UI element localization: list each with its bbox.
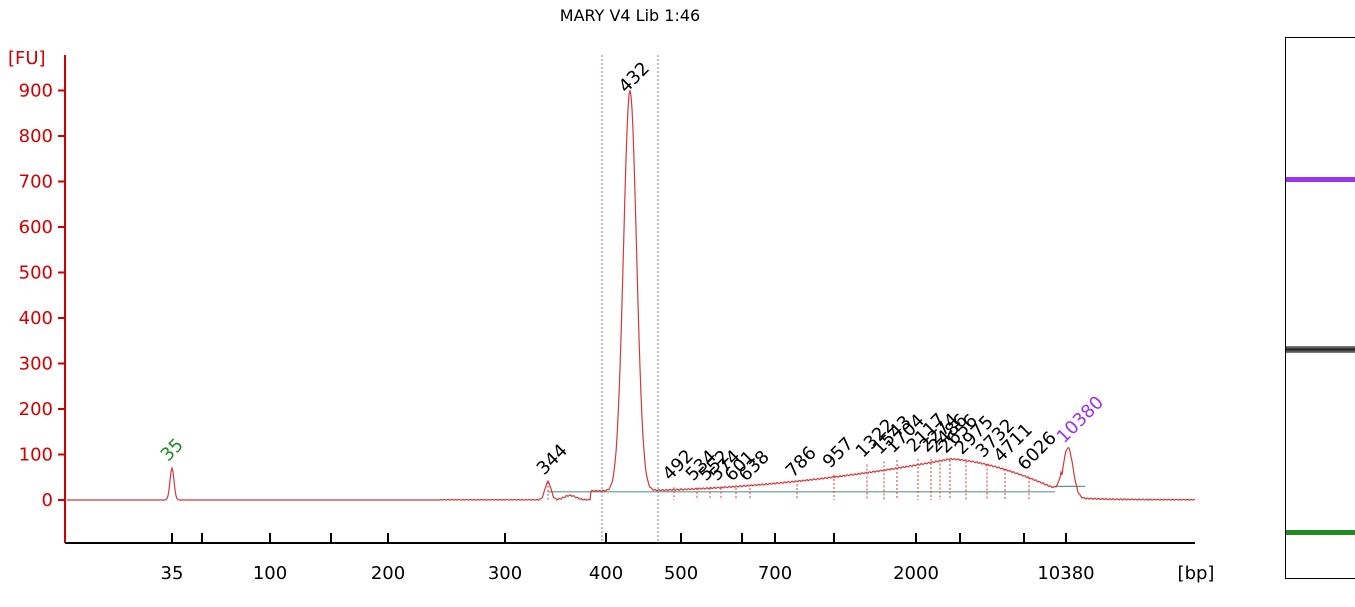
- chart-title: MARY V4 Lib 1:46: [559, 6, 701, 25]
- y-axis-label: [FU]: [8, 48, 46, 69]
- y-tick-label: 900: [19, 81, 53, 102]
- peak-label: 432: [615, 58, 654, 97]
- y-tick-label: 100: [19, 445, 53, 466]
- gel-smear: [1286, 128, 1355, 428]
- x-tick-label: 100: [253, 563, 287, 584]
- x-axis-label: [bp]: [1178, 563, 1215, 584]
- gel-lane: [1285, 37, 1355, 579]
- y-tick-label: 600: [19, 217, 53, 238]
- y-tick-label: 700: [19, 172, 53, 193]
- y-tick-label: 400: [19, 308, 53, 329]
- x-tick-label: 700: [758, 563, 792, 584]
- x-tick-label: 35: [161, 563, 184, 584]
- y-tick-label: 200: [19, 399, 53, 420]
- y-tick-label: 800: [19, 126, 53, 147]
- x-tick-label: 300: [488, 563, 522, 584]
- y-tick-label: 500: [19, 263, 53, 284]
- peak-label: 786: [782, 442, 821, 481]
- peak-label: 957: [819, 433, 858, 472]
- x-tick-label: 200: [371, 563, 405, 584]
- x-tick-label: 500: [664, 563, 698, 584]
- x-tick-label: 2000: [893, 563, 939, 584]
- peak-label: 35: [157, 435, 188, 466]
- peak-label: 10380: [1053, 392, 1108, 447]
- peak-label: 344: [533, 440, 572, 479]
- lower-marker-band: [1286, 530, 1355, 535]
- trace-line: [67, 90, 1196, 501]
- electropherogram-plot: 0 100 200 300 400 500 600 700 800 900 [FU] 35 100 200…: [8, 48, 1215, 584]
- y-tick-label: 0: [42, 490, 53, 511]
- y-tick-label: 300: [19, 354, 53, 375]
- upper-marker-band: [1286, 177, 1355, 182]
- x-tick-label: 400: [589, 563, 623, 584]
- main-band: [1286, 346, 1355, 353]
- x-tick-label: 10380: [1037, 563, 1094, 584]
